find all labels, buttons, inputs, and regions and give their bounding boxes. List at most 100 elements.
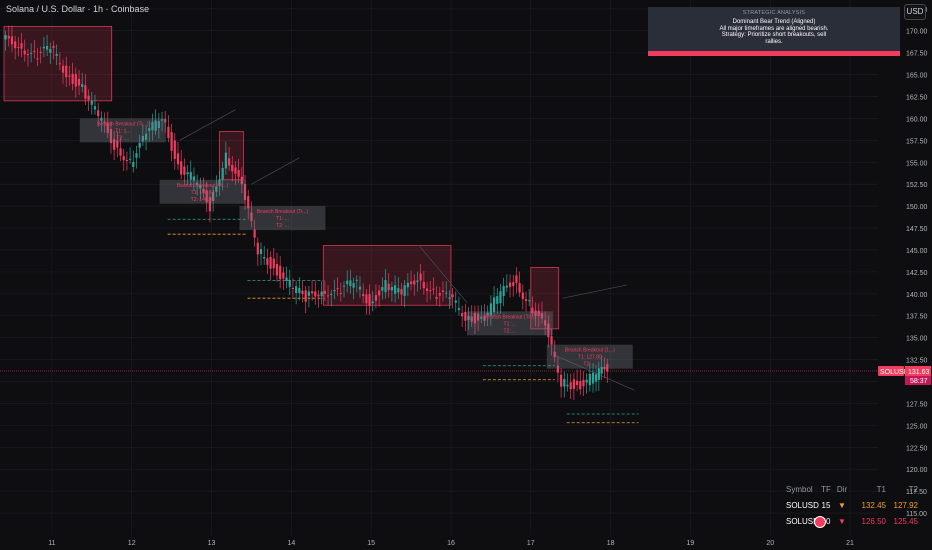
candle-body	[259, 249, 263, 255]
analysis-heading: STRATEGIC ANALYSIS	[742, 10, 806, 16]
candle-body	[282, 272, 285, 279]
candle-body	[416, 280, 419, 283]
candle-body	[400, 289, 403, 295]
time-tick-label: 15	[367, 540, 375, 547]
candle-body	[560, 374, 563, 387]
candle-body	[457, 308, 461, 311]
current-price: 131.63	[908, 369, 930, 376]
candle-body	[247, 196, 250, 209]
candle-body	[480, 316, 483, 319]
candle-body	[33, 50, 36, 52]
trend-line	[418, 245, 468, 303]
candle-body	[310, 291, 314, 294]
signal-zone	[322, 245, 452, 306]
annotation-text: Bearish Breakout (Tr...)	[177, 183, 229, 189]
price-tick-label: 117.50	[906, 489, 927, 496]
candle-body	[234, 167, 237, 174]
candle-body	[432, 288, 435, 290]
candle-body	[374, 295, 378, 301]
candle-body	[397, 288, 400, 293]
price-tick-label: 170.00	[906, 29, 928, 36]
candle-body	[521, 292, 524, 300]
candle-body	[477, 313, 480, 321]
candle-body	[563, 379, 566, 387]
candle-body	[148, 128, 151, 131]
chart-title[interactable]: Solana / U.S. Dollar · 1h · Coinbase	[6, 4, 150, 14]
candle-body	[575, 380, 579, 385]
candle-body	[237, 170, 240, 177]
candle-body	[132, 162, 135, 168]
candle-body	[138, 142, 141, 148]
candle-body	[65, 65, 68, 78]
annotation-text: T1: 127.80	[578, 355, 602, 361]
candle-body	[409, 281, 413, 285]
signal-annotations: Bearish Breakout (Tr...)T1: 1...T2: ...B…	[79, 118, 633, 369]
price-tick-label: 160.00	[906, 116, 928, 123]
candle-body	[263, 257, 266, 259]
time-axis[interactable]: 11 12 13 14 15 16 17 18 19 20 21	[48, 540, 854, 547]
candle-body	[176, 153, 180, 165]
candle-body	[512, 282, 515, 286]
candle-body	[505, 285, 508, 288]
candle-body	[279, 265, 282, 280]
candle-body	[109, 129, 113, 144]
candle-body	[183, 166, 186, 175]
candle-body	[157, 121, 160, 128]
annotation-box	[79, 118, 166, 143]
price-tick-label: 167.50	[906, 51, 928, 58]
time-tick-label: 11	[48, 540, 55, 547]
candle-body	[600, 366, 603, 374]
candle-body	[208, 196, 212, 212]
time-tick-label: 20	[766, 540, 774, 547]
candle-body	[170, 132, 173, 151]
price-tick-label: 162.50	[906, 94, 928, 101]
candle-body	[333, 290, 336, 292]
annotation-text: T1: ...	[276, 216, 289, 222]
time-tick-label: 21	[846, 540, 854, 547]
candle-body	[36, 58, 39, 60]
candle-body	[304, 290, 307, 302]
analysis-line-1: Dominant Bear Trend (Aligned)	[732, 19, 816, 25]
price-axis[interactable]: 172.50170.00167.50165.00162.50160.00157.…	[878, 0, 932, 550]
candle-body	[55, 54, 58, 57]
time-tick-label: 17	[527, 540, 535, 547]
candle-body	[314, 291, 317, 297]
candle-body	[253, 229, 256, 238]
candle-body	[215, 186, 218, 192]
trend-line	[251, 157, 300, 185]
candle-body	[556, 365, 560, 373]
candle-body	[368, 294, 371, 306]
candle-body	[323, 291, 326, 294]
candle-body	[45, 46, 49, 50]
candle-body	[26, 54, 30, 56]
candle-body	[231, 164, 234, 172]
candle-body	[90, 100, 93, 105]
analysis-line-4: rallies.	[765, 38, 783, 45]
currency-button[interactable]: USD	[904, 4, 926, 20]
candle-body	[579, 381, 582, 390]
price-tick-label: 157.50	[906, 138, 928, 145]
candle-body	[403, 285, 406, 296]
candle-body	[119, 148, 122, 156]
candle-body	[531, 307, 534, 314]
candle-body	[534, 310, 537, 316]
current-price-label: SOLUSD 131.63 58:37	[878, 366, 931, 385]
candle-body	[547, 323, 550, 338]
annotation-text: Bearish Breakout (Tr...)	[97, 121, 149, 127]
candle-body	[240, 176, 243, 185]
annotation-text: Bearish Breakout (1...)	[565, 348, 615, 354]
candle-body	[272, 258, 275, 269]
price-tick-label: 145.00	[906, 248, 928, 255]
candle-body	[224, 152, 227, 169]
candle-body	[20, 43, 23, 49]
candle-body	[144, 133, 148, 140]
candle-body	[518, 283, 521, 293]
candle-body	[218, 179, 221, 186]
candle-body	[336, 288, 339, 290]
candle-body	[30, 52, 33, 54]
candle-body	[301, 290, 304, 295]
signal-zones	[3, 25, 560, 330]
candle-body	[365, 294, 368, 304]
candle-body	[524, 299, 528, 301]
